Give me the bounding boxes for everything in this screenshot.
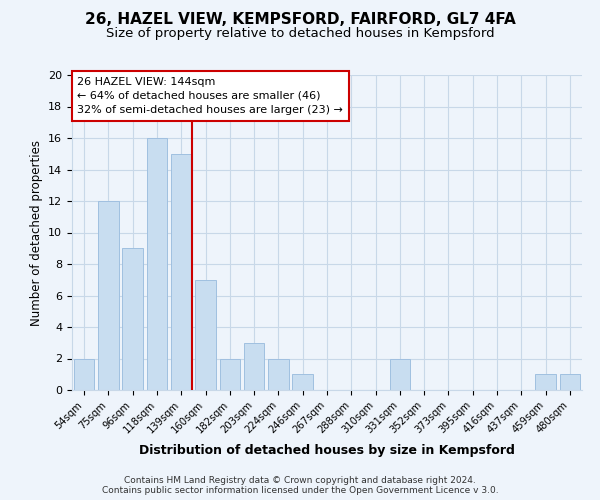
Bar bbox=[535, 374, 556, 390]
Text: 26 HAZEL VIEW: 144sqm
← 64% of detached houses are smaller (46)
32% of semi-deta: 26 HAZEL VIEW: 144sqm ← 64% of detached … bbox=[77, 76, 343, 116]
Bar bbox=[220, 358, 240, 390]
Bar bbox=[195, 280, 216, 390]
Text: 26, HAZEL VIEW, KEMPSFORD, FAIRFORD, GL7 4FA: 26, HAZEL VIEW, KEMPSFORD, FAIRFORD, GL7… bbox=[85, 12, 515, 28]
Bar bbox=[244, 343, 265, 390]
Bar bbox=[268, 358, 289, 390]
Text: Contains public sector information licensed under the Open Government Licence v : Contains public sector information licen… bbox=[101, 486, 499, 495]
Bar bbox=[146, 138, 167, 390]
Y-axis label: Number of detached properties: Number of detached properties bbox=[29, 140, 43, 326]
Bar bbox=[98, 201, 119, 390]
Bar bbox=[171, 154, 191, 390]
Bar bbox=[292, 374, 313, 390]
Text: Size of property relative to detached houses in Kempsford: Size of property relative to detached ho… bbox=[106, 28, 494, 40]
Bar bbox=[560, 374, 580, 390]
Bar bbox=[122, 248, 143, 390]
X-axis label: Distribution of detached houses by size in Kempsford: Distribution of detached houses by size … bbox=[139, 444, 515, 456]
Bar bbox=[389, 358, 410, 390]
Bar bbox=[74, 358, 94, 390]
Text: Contains HM Land Registry data © Crown copyright and database right 2024.: Contains HM Land Registry data © Crown c… bbox=[124, 476, 476, 485]
